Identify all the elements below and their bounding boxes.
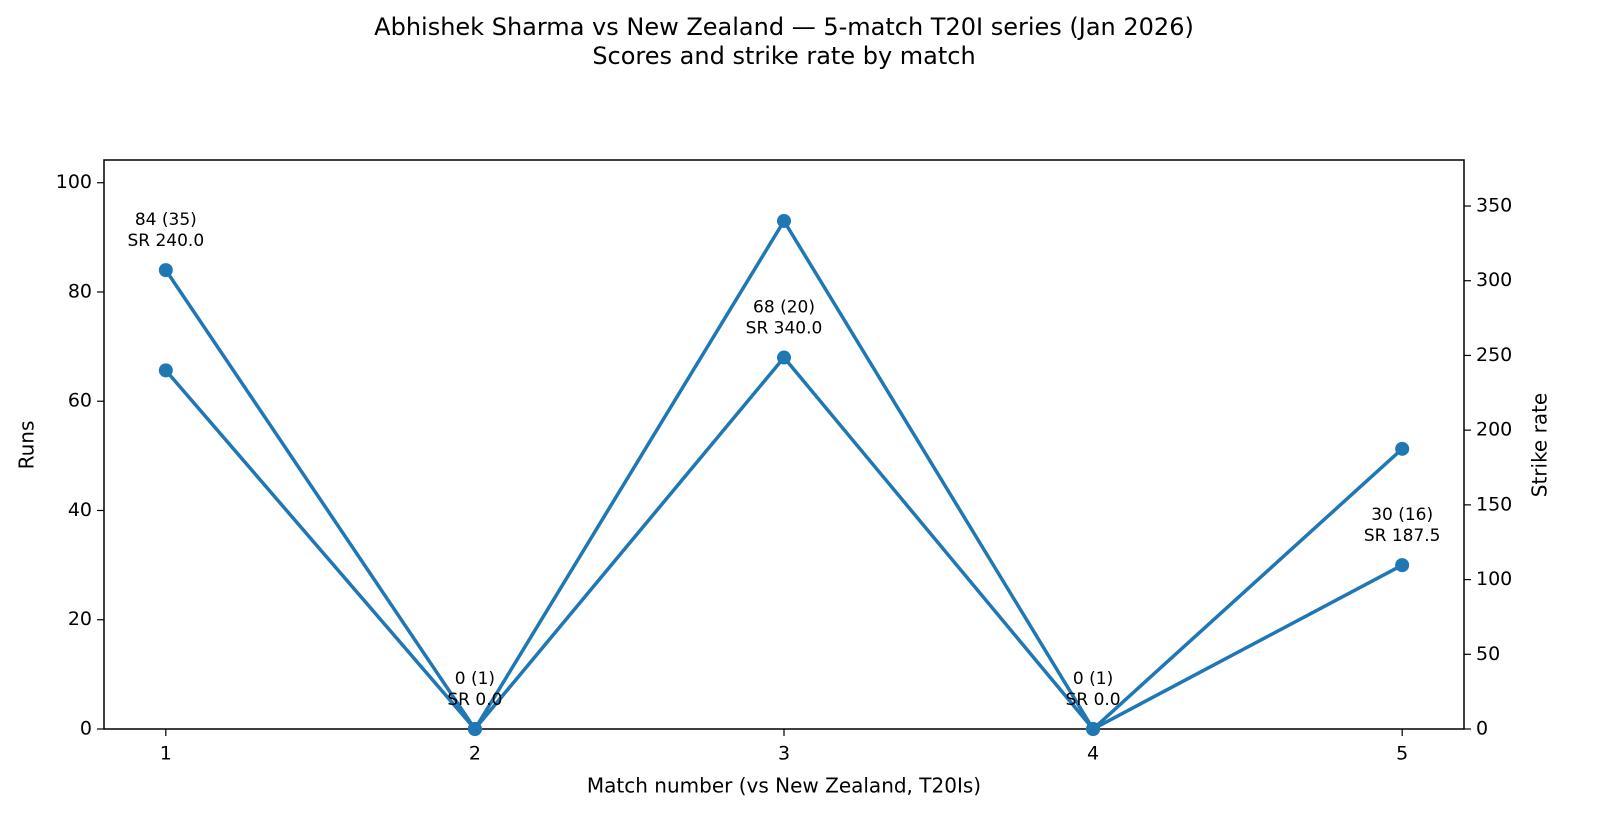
- point: [158, 263, 173, 278]
- y-tick-label: 100: [56, 171, 92, 193]
- point: [777, 213, 791, 228]
- y2-tick-label: 0: [1476, 718, 1488, 740]
- annotation: 0 (1): [1073, 669, 1113, 689]
- point: [777, 350, 791, 365]
- y-tick-label: 40: [68, 499, 92, 521]
- point: [1086, 722, 1101, 736]
- x-tick-label: 5: [1396, 743, 1408, 765]
- y-tick-label: 80: [68, 280, 92, 302]
- plot-frame: [103, 159, 1465, 730]
- annotation: 0 (1): [455, 669, 495, 689]
- x-tick-label: 3: [778, 743, 790, 765]
- point: [158, 363, 173, 378]
- annotation: SR 240.0: [127, 231, 204, 251]
- x-tick-label: 1: [160, 743, 172, 765]
- x-axis-label: Match number (vs New Zealand, T20Is): [587, 774, 981, 798]
- x-tick-label: 4: [1087, 743, 1099, 765]
- point: [467, 722, 482, 736]
- y2-tick-label: 300: [1476, 269, 1512, 291]
- series-line: [164, 269, 1403, 732]
- point: [1395, 441, 1410, 456]
- annotation: SR 0.0: [1066, 690, 1121, 710]
- y2-tick-label: 200: [1476, 419, 1512, 441]
- y2-tick-label: 150: [1476, 493, 1512, 515]
- y-axis-label: Runs: [15, 421, 39, 470]
- y2-tick-label: 250: [1476, 344, 1512, 366]
- chart-subtitle: Scores and strike rate by match: [592, 42, 975, 70]
- annotation: 84 (35): [135, 210, 197, 230]
- y-tick-label: 60: [68, 390, 92, 412]
- y2-axis-label: Strike rate: [1528, 393, 1552, 497]
- point: [1395, 558, 1410, 573]
- annotation: SR 187.5: [1364, 526, 1441, 546]
- y-tick-label: 0: [80, 718, 92, 740]
- y2-tick-label: 100: [1476, 568, 1512, 590]
- y2-tick-label: 50: [1476, 643, 1500, 665]
- y2-tick-label: 350: [1476, 195, 1512, 217]
- annotation: SR 0.0: [447, 690, 502, 710]
- annotation: SR 340.0: [746, 319, 823, 339]
- y-tick-label: 20: [68, 608, 92, 630]
- chart-title: Abhishek Sharma vs New Zealand — 5-match…: [374, 13, 1194, 41]
- x-tick-label: 2: [469, 743, 481, 765]
- annotation: 68 (20): [753, 298, 815, 318]
- annotation: 30 (16): [1371, 505, 1433, 525]
